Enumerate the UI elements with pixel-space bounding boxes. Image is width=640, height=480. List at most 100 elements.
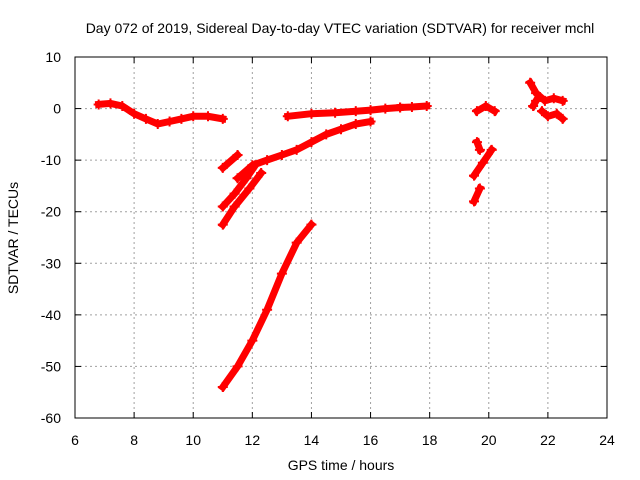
series-arc-3 xyxy=(395,100,432,113)
data-point xyxy=(336,124,346,135)
data-point xyxy=(229,188,240,199)
data-point xyxy=(282,111,293,122)
series-arc-10 xyxy=(469,144,497,181)
data-point xyxy=(232,149,243,160)
y-tick-label: -30 xyxy=(41,255,61,271)
x-axis-label: GPS time / hours xyxy=(288,457,395,473)
series-arc-7 xyxy=(217,168,267,230)
data-point xyxy=(306,108,317,119)
data-point xyxy=(365,116,376,127)
x-tick-label: 12 xyxy=(245,432,261,448)
data-point xyxy=(306,137,317,148)
series-arc-1 xyxy=(93,98,228,130)
y-tick-label: 10 xyxy=(45,49,61,65)
data-point xyxy=(241,173,252,184)
y-tick-label: -10 xyxy=(41,152,61,168)
series-trace xyxy=(217,150,243,173)
data-point xyxy=(276,149,287,160)
data-point xyxy=(469,196,479,207)
x-tick-label: 8 xyxy=(130,432,138,448)
x-tick-labels: 6 8 10 12 14 16 18 20 22 24 xyxy=(71,432,615,448)
data-point xyxy=(471,106,482,117)
chart-title: Day 072 of 2019, Sidereal Day-to-day VTE… xyxy=(86,20,595,36)
data-point xyxy=(330,107,341,118)
series-arc-12 xyxy=(471,137,485,155)
data-point xyxy=(217,382,228,393)
data-point xyxy=(93,99,104,110)
data-point xyxy=(256,168,267,179)
data-point xyxy=(276,268,287,279)
data-point xyxy=(539,95,550,106)
data-point xyxy=(474,183,485,194)
x-tick-label: 6 xyxy=(71,432,79,448)
data-point xyxy=(232,361,243,372)
data-point xyxy=(129,108,140,119)
series-arc-15 xyxy=(528,95,542,111)
data-point xyxy=(542,111,553,122)
data-point xyxy=(229,201,240,212)
data-point xyxy=(380,103,391,114)
y-tick-label: -40 xyxy=(41,307,61,323)
series-trace xyxy=(232,117,375,184)
data-point xyxy=(551,108,562,119)
series-arc-14 xyxy=(536,106,568,124)
series-arc-4 xyxy=(217,149,243,173)
data-point xyxy=(531,95,542,106)
data-point xyxy=(469,170,479,181)
data-point xyxy=(395,102,406,113)
series-arc-5 xyxy=(232,116,376,184)
series-trace xyxy=(537,106,568,124)
data-point xyxy=(203,111,213,122)
data-point xyxy=(474,144,485,155)
data-point xyxy=(152,119,163,130)
x-tick-label: 20 xyxy=(481,432,497,448)
x-tick-label: 18 xyxy=(422,432,438,448)
data-point xyxy=(486,144,497,155)
y-axis-label: SDTVAR / TECUs xyxy=(5,182,21,294)
series-arc-8 xyxy=(217,219,317,393)
data-point xyxy=(350,119,361,130)
data-point xyxy=(217,113,228,124)
data-point xyxy=(262,155,273,166)
data-point xyxy=(262,304,273,315)
series-trace xyxy=(94,99,227,128)
data-point xyxy=(217,162,228,173)
data-point xyxy=(247,335,258,346)
data-point xyxy=(489,106,500,117)
data-point xyxy=(557,113,568,124)
data-point xyxy=(525,77,536,88)
data-point xyxy=(350,106,361,117)
data-series xyxy=(93,77,568,393)
data-point xyxy=(421,100,432,111)
data-point xyxy=(480,100,491,111)
data-point xyxy=(536,106,547,117)
y-tick-label: -20 xyxy=(41,204,61,220)
series-arc-6 xyxy=(217,160,261,212)
data-point xyxy=(291,144,302,155)
data-point xyxy=(471,137,482,148)
data-point xyxy=(105,98,116,109)
data-point xyxy=(321,129,332,140)
x-tick-label: 14 xyxy=(304,432,320,448)
series-trace xyxy=(217,160,261,212)
data-point xyxy=(250,160,261,171)
data-point xyxy=(244,183,255,194)
data-point xyxy=(306,219,317,230)
y-tick-label: -50 xyxy=(41,358,61,374)
data-point xyxy=(557,95,568,106)
data-point xyxy=(548,93,559,104)
data-point xyxy=(528,100,539,111)
data-point xyxy=(117,100,128,111)
data-point xyxy=(164,116,175,127)
data-point xyxy=(140,113,151,124)
x-tick-label: 22 xyxy=(540,432,556,448)
x-tick-label: 24 xyxy=(599,432,615,448)
data-point xyxy=(291,237,302,248)
data-point xyxy=(176,113,187,124)
x-tick-label: 10 xyxy=(185,432,201,448)
y-tick-labels: 10 0 -10 -20 -30 -40 -50 -60 xyxy=(41,49,61,426)
x-tick-label: 16 xyxy=(363,432,379,448)
data-point xyxy=(188,111,199,122)
data-point xyxy=(217,219,228,230)
